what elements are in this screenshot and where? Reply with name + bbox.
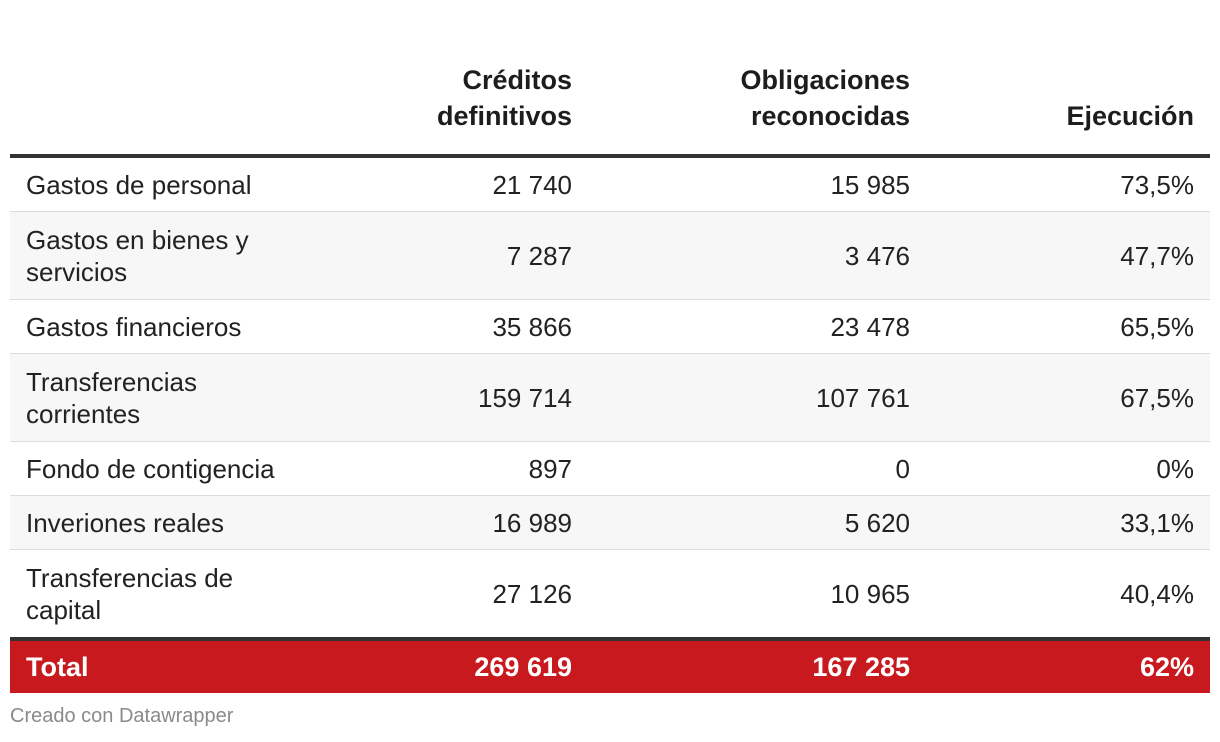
table-row: Gastos financieros 35 866 23 478 65,5% xyxy=(10,299,1210,354)
total-ejecucion: 62% xyxy=(926,639,1210,693)
cell-ejecucion: 40,4% xyxy=(926,549,1210,641)
cell-ejecucion: 73,5% xyxy=(926,156,1210,212)
header-creditos-line2: definitivos xyxy=(436,101,572,131)
cell-obligaciones: 5 620 xyxy=(588,495,926,550)
total-creditos: 269 619 xyxy=(310,639,588,693)
row-label: Gastos financieros xyxy=(10,299,310,354)
footer-credit: Creado con Datawrapper xyxy=(10,705,234,727)
cell-creditos: 159 714 xyxy=(310,353,588,442)
table-row: Inveriones reales 16 989 5 620 33,1% xyxy=(10,495,1210,550)
row-label-line2: corrientes xyxy=(26,398,141,429)
cell-ejecucion: 0% xyxy=(926,441,1210,496)
cell-obligaciones: 10 965 xyxy=(588,549,926,641)
row-label: Transferencias de capital xyxy=(10,549,310,641)
row-label-line2: capital xyxy=(26,594,102,625)
row-label-line1: Gastos en bienes y xyxy=(26,224,249,255)
table-row: Gastos en bienes y servicios 7 287 3 476 … xyxy=(10,211,1210,300)
row-label: Inveriones reales xyxy=(10,495,310,550)
row-label-line1: Fondo de contigencia xyxy=(26,453,275,484)
cell-creditos: 21 740 xyxy=(310,156,588,212)
header-creditos-line1: Créditos xyxy=(462,65,572,95)
header-row: Créditos definitivos Obligaciones recono… xyxy=(10,0,1210,158)
cell-obligaciones: 15 985 xyxy=(588,156,926,212)
header-label xyxy=(10,0,310,158)
row-label-line1: Gastos de personal xyxy=(26,169,252,200)
cell-creditos: 16 989 xyxy=(310,495,588,550)
cell-creditos: 35 866 xyxy=(310,299,588,354)
row-label-line1: Inveriones reales xyxy=(26,507,224,538)
table-row: Transferencias corrientes 159 714 107 761… xyxy=(10,353,1210,442)
budget-table: Créditos definitivos Obligaciones recono… xyxy=(10,0,1210,693)
cell-obligaciones: 107 761 xyxy=(588,353,926,442)
table-row: Transferencias de capital 27 126 10 965 4… xyxy=(10,549,1210,641)
table-row: Gastos de personal 21 740 15 985 73,5% xyxy=(10,156,1210,212)
header-obligaciones-line2: reconocidas xyxy=(750,101,910,131)
data-table-container: Créditos definitivos Obligaciones recono… xyxy=(10,0,1210,693)
header-ejecucion-text: Ejecución xyxy=(1066,101,1194,131)
row-label: Gastos en bienes y servicios xyxy=(10,211,310,300)
row-label-line2: servicios xyxy=(26,256,128,287)
cell-obligaciones: 3 476 xyxy=(588,211,926,300)
row-label-line1: Transferencias de xyxy=(26,562,234,593)
cell-obligaciones: 0 xyxy=(588,441,926,496)
row-label-line1: Transferencias xyxy=(26,366,197,397)
cell-ejecucion: 67,5% xyxy=(926,353,1210,442)
row-label-line1: Gastos financieros xyxy=(26,311,242,342)
total-label: Total xyxy=(10,639,310,693)
cell-ejecucion: 47,7% xyxy=(926,211,1210,300)
table-row: Fondo de contigencia 897 0 0% xyxy=(10,441,1210,496)
cell-creditos: 897 xyxy=(310,441,588,496)
header-ejecucion: Ejecución xyxy=(926,0,1210,158)
cell-creditos: 27 126 xyxy=(310,549,588,641)
cell-ejecucion: 33,1% xyxy=(926,495,1210,550)
cell-obligaciones: 23 478 xyxy=(588,299,926,354)
header-obligaciones-line1: Obligaciones xyxy=(740,65,910,95)
total-obligaciones: 167 285 xyxy=(588,639,926,693)
header-creditos: Créditos definitivos xyxy=(310,0,588,158)
total-row: Total 269 619 167 285 62% xyxy=(10,639,1210,693)
cell-ejecucion: 65,5% xyxy=(926,299,1210,354)
row-label: Fondo de contigencia xyxy=(10,441,310,496)
row-label: Gastos de personal xyxy=(10,156,310,212)
row-label: Transferencias corrientes xyxy=(10,353,310,442)
cell-creditos: 7 287 xyxy=(310,211,588,300)
header-obligaciones: Obligaciones reconocidas xyxy=(588,0,926,158)
